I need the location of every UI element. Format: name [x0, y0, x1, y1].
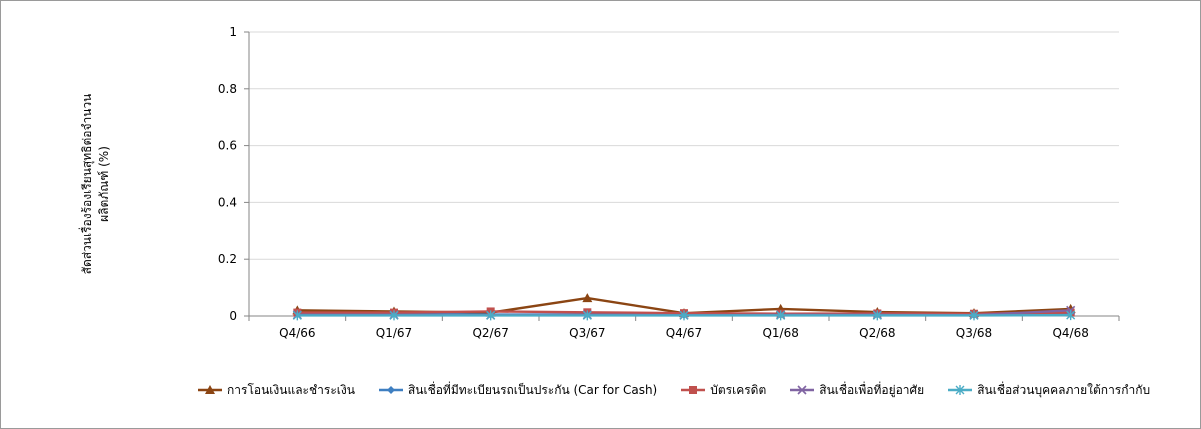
y-tick-label: 0.8 [218, 82, 237, 96]
legend-swatch-marker [386, 386, 395, 394]
y-axis-label: สัดส่วนเรื่องร้องเรียนสุทธิต่อจำนวน ผลิต… [79, 94, 113, 275]
legend-item: สินเชื่อเพื่อที่อยู่อาศัย [788, 381, 924, 400]
data-point [1066, 310, 1076, 321]
legend-swatch [948, 385, 973, 395]
legend-label: บัตรเครดิต [710, 382, 767, 397]
legend-swatch-marker [689, 386, 698, 394]
data-point [679, 310, 689, 321]
series-5 [292, 310, 1076, 321]
x-tick-label: Q4/66 [279, 326, 315, 340]
data-point [776, 310, 786, 321]
legend-swatch-marker [955, 385, 965, 395]
legend-item: สินเชื่อที่มีทะเบียนรถเป็นประกัน (Car fo… [377, 381, 657, 400]
legend-swatch-marker [205, 385, 215, 394]
y-axis-label-line-1: สัดส่วนเรื่องร้องเรียนสุทธิต่อจำนวน [80, 93, 94, 275]
data-point [582, 293, 593, 303]
legend-item: การโอนเงินและชำระเงิน [196, 381, 355, 400]
legend-swatch [378, 386, 403, 394]
legend-swatch [198, 385, 222, 394]
data-point [389, 310, 399, 321]
legend-swatch-marker [797, 385, 807, 395]
legend-label: สินเชื่อเพื่อที่อยู่อาศัย [819, 382, 925, 397]
x-tick-label: Q1/68 [762, 326, 798, 340]
x-tick-label: Q3/67 [569, 326, 605, 340]
legend-label: สินเชื่อที่มีทะเบียนรถเป็นประกัน (Car fo… [407, 382, 658, 397]
y-tick-label: 1 [229, 25, 237, 39]
data-point [969, 310, 979, 321]
legend-swatch [681, 386, 706, 394]
data-point [486, 310, 496, 321]
legend-item: บัตรเครดิต [679, 381, 766, 400]
x-tick-label: Q2/67 [472, 326, 508, 340]
x-tick-label: Q2/68 [859, 326, 895, 340]
legend-item: สินเชื่อส่วนบุคคลภายใต้การกำกับ [946, 381, 1150, 400]
legend-label: การโอนเงินและชำระเงิน [227, 382, 355, 397]
y-tick-label: 0.2 [218, 252, 237, 266]
legend-label: สินเชื่อส่วนบุคคลภายใต้การกำกับ [977, 382, 1151, 397]
y-tick-label: 0.4 [218, 195, 237, 209]
y-axis-label-line-2: ผลิตภัณฑ์ (%) [97, 146, 111, 222]
x-tick-label: Q1/67 [376, 326, 412, 340]
x-tick-label: Q3/68 [956, 326, 992, 340]
legend: การโอนเงินและชำระเงิน สินเชื่อที่มีทะเบีย… [196, 380, 1172, 400]
legend-swatch [790, 385, 815, 395]
x-tick-label: Q4/67 [666, 326, 702, 340]
x-tick-label: Q4/68 [1052, 326, 1088, 340]
data-point [872, 310, 882, 321]
data-point [292, 310, 302, 321]
y-tick-label: 0.6 [218, 139, 237, 153]
y-tick-label: 0 [229, 309, 237, 323]
data-point [582, 310, 592, 321]
